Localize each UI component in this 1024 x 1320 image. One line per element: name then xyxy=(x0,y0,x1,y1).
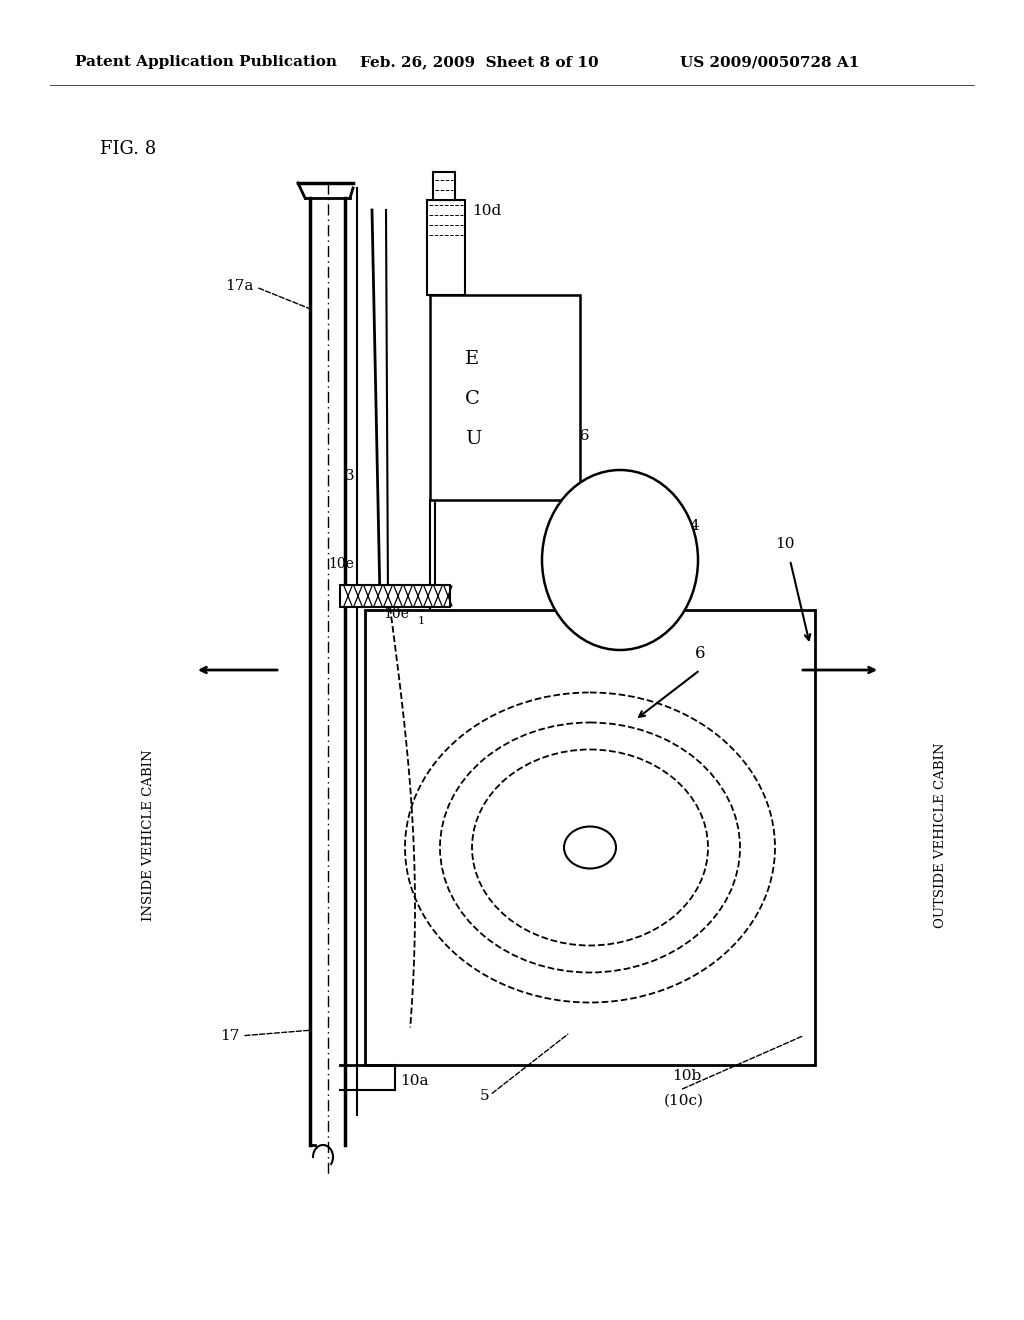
Text: Patent Application Publication: Patent Application Publication xyxy=(75,55,337,69)
Text: 10e: 10e xyxy=(383,607,409,620)
Text: 17: 17 xyxy=(220,1030,310,1043)
Bar xyxy=(427,201,465,294)
Text: U: U xyxy=(465,430,481,447)
Text: US 2009/0050728 A1: US 2009/0050728 A1 xyxy=(680,55,859,69)
Text: 10b: 10b xyxy=(672,1069,701,1082)
Text: (10c): (10c) xyxy=(664,1094,705,1107)
Ellipse shape xyxy=(542,470,698,649)
Text: 10: 10 xyxy=(775,537,795,550)
Text: 6: 6 xyxy=(695,645,706,663)
Text: INSIDE VEHICLE CABIN: INSIDE VEHICLE CABIN xyxy=(141,750,155,921)
Text: 17a: 17a xyxy=(225,279,310,309)
Text: 3: 3 xyxy=(345,469,354,483)
Text: 16: 16 xyxy=(570,429,590,444)
Text: C: C xyxy=(465,389,480,408)
Bar xyxy=(340,585,450,607)
Bar xyxy=(433,172,455,201)
Text: OUTSIDE VEHICLE CABIN: OUTSIDE VEHICLE CABIN xyxy=(934,742,946,928)
Ellipse shape xyxy=(564,826,616,869)
Text: 10a: 10a xyxy=(400,1074,428,1088)
Text: 4: 4 xyxy=(652,519,699,558)
Text: 10d: 10d xyxy=(472,205,502,218)
Text: Feb. 26, 2009  Sheet 8 of 10: Feb. 26, 2009 Sheet 8 of 10 xyxy=(360,55,599,69)
Bar xyxy=(365,610,815,1065)
Text: 10e: 10e xyxy=(328,557,354,572)
Text: E: E xyxy=(465,350,479,368)
Text: 5: 5 xyxy=(480,1089,489,1104)
Bar xyxy=(430,294,580,500)
Text: 1: 1 xyxy=(418,616,425,626)
Text: FIG. 8: FIG. 8 xyxy=(100,140,157,158)
